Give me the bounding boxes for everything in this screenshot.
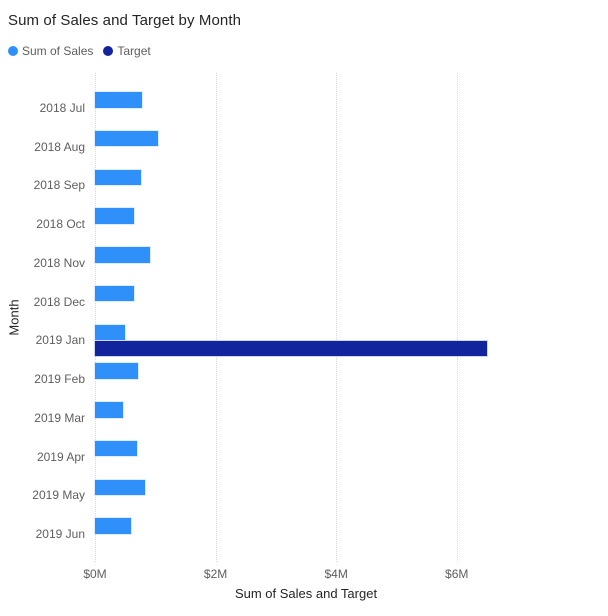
plot-area: 2018 Jul 2018 Aug 2018 Sep 2018 Oct 2018 Nov… (32, 73, 517, 562)
category-label: 2019 Jun (35, 527, 85, 542)
legend-item-target[interactable]: Target (103, 44, 151, 58)
category-label: 2018 Sep (33, 178, 85, 193)
category-label: 2019 Apr (36, 449, 85, 464)
bar-sum-of-sales[interactable] (95, 92, 143, 108)
bar-target[interactable] (95, 340, 487, 356)
gridline (456, 73, 458, 562)
bar-sum-of-sales[interactable] (95, 440, 138, 457)
gridline (336, 73, 338, 562)
category-row: 2019 Feb (34, 360, 517, 399)
category-label: 2018 Nov (33, 255, 85, 270)
chart-legend: Sum of Sales Target (8, 44, 151, 58)
bar-sum-of-sales[interactable] (95, 479, 146, 495)
category-row: 2018 Oct (36, 205, 517, 244)
category-label: 2018 Jul (39, 100, 85, 115)
bar-sum-of-sales[interactable] (95, 518, 131, 534)
category-row: 2018 Nov (34, 244, 517, 283)
bar-sum-of-sales[interactable] (95, 324, 126, 340)
category-row: 2019 Apr (37, 437, 517, 476)
chart-title: Sum of Sales and Target by Month (8, 12, 242, 29)
category-label: 2018 Oct (36, 217, 85, 232)
bar-sum-of-sales[interactable] (95, 363, 138, 379)
category-row: 2018 Aug (34, 127, 517, 166)
legend-label-sum-of-sales: Sum of Sales (22, 44, 94, 58)
category-label: 2019 May (32, 488, 85, 503)
legend-item-sum-of-sales[interactable]: Sum of Sales (8, 44, 93, 58)
x-tick-label: $4M (324, 567, 348, 581)
bar-sum-of-sales[interactable] (95, 169, 142, 185)
category-row: 2018 Jul (40, 89, 517, 128)
category-row: 2019 Jan (36, 321, 517, 360)
legend-dot-sales-icon (8, 46, 18, 56)
bar-sum-of-sales[interactable] (95, 130, 159, 147)
category-label: 2019 Feb (34, 372, 85, 387)
x-tick-label: $0M (83, 567, 107, 581)
x-tick-label: $2M (203, 567, 228, 581)
category-label: 2018 Aug (34, 139, 85, 154)
category-row: 2018 Dec (34, 282, 517, 321)
gridline (215, 73, 217, 562)
bar-sum-of-sales[interactable] (95, 402, 124, 418)
bar-sum-of-sales[interactable] (95, 247, 150, 263)
legend-dot-target-icon (103, 46, 114, 56)
gridline (95, 73, 96, 562)
category-label: 2018 Dec (33, 294, 85, 309)
category-row: 2019 May (32, 476, 517, 515)
x-axis-tick-labels: $0M $2M $4M $6M (83, 567, 517, 581)
category-label: 2019 Mar (34, 410, 85, 425)
category-row: 2019 Mar (34, 399, 517, 438)
x-axis-title: Sum of Sales and Target (234, 586, 378, 601)
x-tick-label: $6M (445, 567, 469, 581)
category-label: 2019 Jan (35, 333, 85, 348)
legend-label-target: Target (117, 44, 151, 58)
category-row: 2019 Jun (36, 515, 517, 554)
bar-sum-of-sales[interactable] (95, 285, 134, 302)
bar-sum-of-sales[interactable] (95, 208, 134, 224)
category-row: 2018 Sep (34, 166, 517, 205)
y-axis-title: Month (6, 299, 22, 336)
